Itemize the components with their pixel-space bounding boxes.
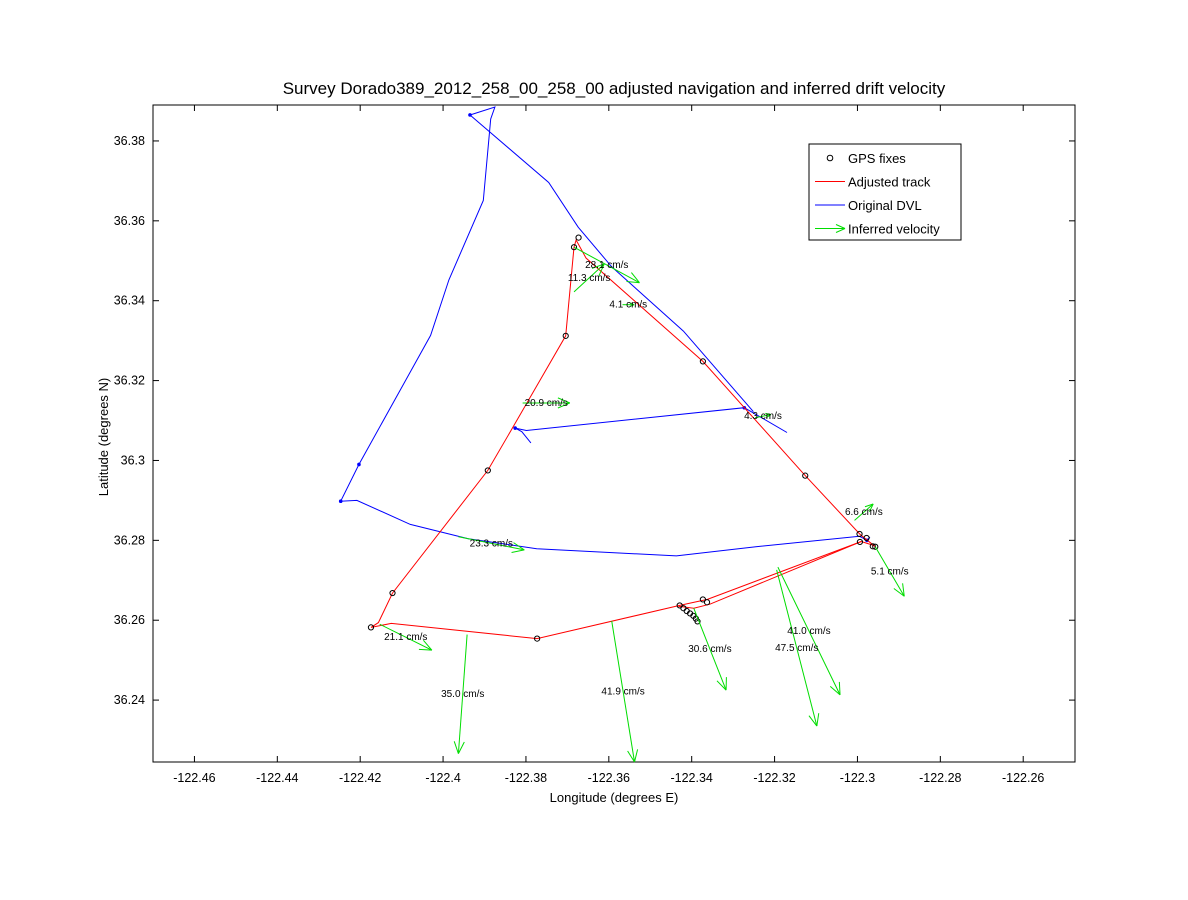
legend-box [808,143,962,241]
gps-fix-point [389,589,396,597]
velocity-arrow [611,620,639,763]
gps-fix-point [856,538,864,546]
velocity-arrow [458,536,525,554]
gps-fix-point [872,543,879,550]
gps-fix-point [863,534,870,542]
velocity-label: 4.1 cm/s [609,300,647,311]
x-tick-label: -122.42 [339,771,381,785]
velocity-label: 28.1 cm/s [585,260,628,271]
y-tick-label: 36.26 [114,613,145,627]
legend-label: Adjusted track [848,175,931,190]
x-tick-label: -122.44 [256,771,298,785]
gps-fix-point [856,530,863,538]
velocity-arrow [622,302,635,307]
legend-label: Inferred velocity [848,222,940,237]
legend-label: GPS fixes [848,151,906,166]
legend-item-adjusted: Adjusted track [815,175,931,190]
y-tick-label: 36.38 [114,134,145,148]
gps-fix-point [699,358,706,365]
velocity-arrow [754,412,772,419]
velocity-label: 21.1 cm/s [384,632,427,643]
velocity-arrow [573,246,640,284]
velocity-label: 23.3 cm/s [470,538,513,549]
legend-item-original: Original DVL [815,198,922,213]
velocity-labels-layer: 28.1 cm/s 11.3 cm/s 4.1 cm/s 20.9 cm/s 4.3 c… [384,260,909,700]
velocity-label: 5.1 cm/s [871,566,909,577]
gps-fix-point [869,543,876,550]
x-axis-label: Longitude (degrees E) [550,790,679,805]
y-tick-label: 36.34 [114,294,145,308]
original-dvl-point [468,113,472,117]
y-tick-label: 36.28 [114,533,145,547]
velocity-label: 47.5 cm/s [775,643,818,654]
original-dvl-line [339,106,871,557]
velocity-arrow [776,569,820,727]
original-dvl-point [338,499,343,503]
x-tick-label: -122.4 [425,771,460,785]
x-tick-label: -122.32 [753,771,795,785]
velocity-arrow [854,503,874,521]
velocity-label: 41.0 cm/s [787,626,830,637]
velocity-arrow [874,546,905,597]
original-dvl-line [514,407,788,444]
velocity-label: 4.3 cm/s [744,411,782,422]
gps-fix-point [699,596,706,603]
velocity-label: 30.6 cm/s [688,644,731,655]
gps-fix-point [484,467,491,474]
y-tick-label: 36.36 [114,214,145,228]
legend-item-gps: GPS fixes [826,151,906,166]
gps-fix-point [575,234,582,241]
velocity-arrow [522,397,571,409]
axes-ticks: -122.46 -122.44 -122.42 -122.4 -122.38 -122.3… [114,105,1075,785]
gps-fix-point [570,244,578,251]
velocity-label: 41.9 cm/s [601,687,644,698]
x-tick-label: -122.38 [505,771,547,785]
velocity-label: 35.0 cm/s [441,689,484,700]
chart-title: Survey Dorado389_2012_258_00_258_00 adju… [283,79,946,98]
velocity-arrow [453,634,468,754]
y-tick-label: 36.32 [114,374,145,388]
x-tick-label: -122.3 [840,771,875,785]
velocity-label: 20.9 cm/s [525,398,568,409]
gps-fix-point [802,472,809,479]
gps-fix-point [367,624,375,631]
velocity-label: 6.6 cm/s [845,507,883,518]
gps-fix-point [534,635,541,642]
original-dvl-line [469,114,754,413]
y-tick-label: 36.24 [114,693,145,707]
gps-fix-point [703,599,711,606]
legend-item-velocity: Inferred velocity [815,222,940,237]
x-tick-label: -122.46 [173,771,215,785]
x-tick-label: -122.34 [670,771,712,785]
x-tick-label: -122.36 [588,771,630,785]
velocity-label: 11.3 cm/s [568,273,611,284]
y-tick-label: 36.3 [121,453,145,467]
velocity-arrow [693,608,727,691]
velocity-arrow [573,263,605,293]
legend-label: Original DVL [848,198,922,213]
original-dvl-point [513,426,517,430]
x-tick-label: -122.26 [1002,771,1044,785]
velocity-arrow [379,623,433,651]
original-dvl-point [357,462,361,467]
legend: GPS fixes Adjusted track Original DVL Infer… [808,143,962,241]
series-layer [338,106,905,763]
gps-fix-point [562,332,569,339]
adjusted-track-line [370,238,876,640]
velocity-arrow [777,566,841,696]
x-tick-label: -122.28 [919,771,961,785]
y-axis-label: Latitude (degrees N) [96,378,111,497]
